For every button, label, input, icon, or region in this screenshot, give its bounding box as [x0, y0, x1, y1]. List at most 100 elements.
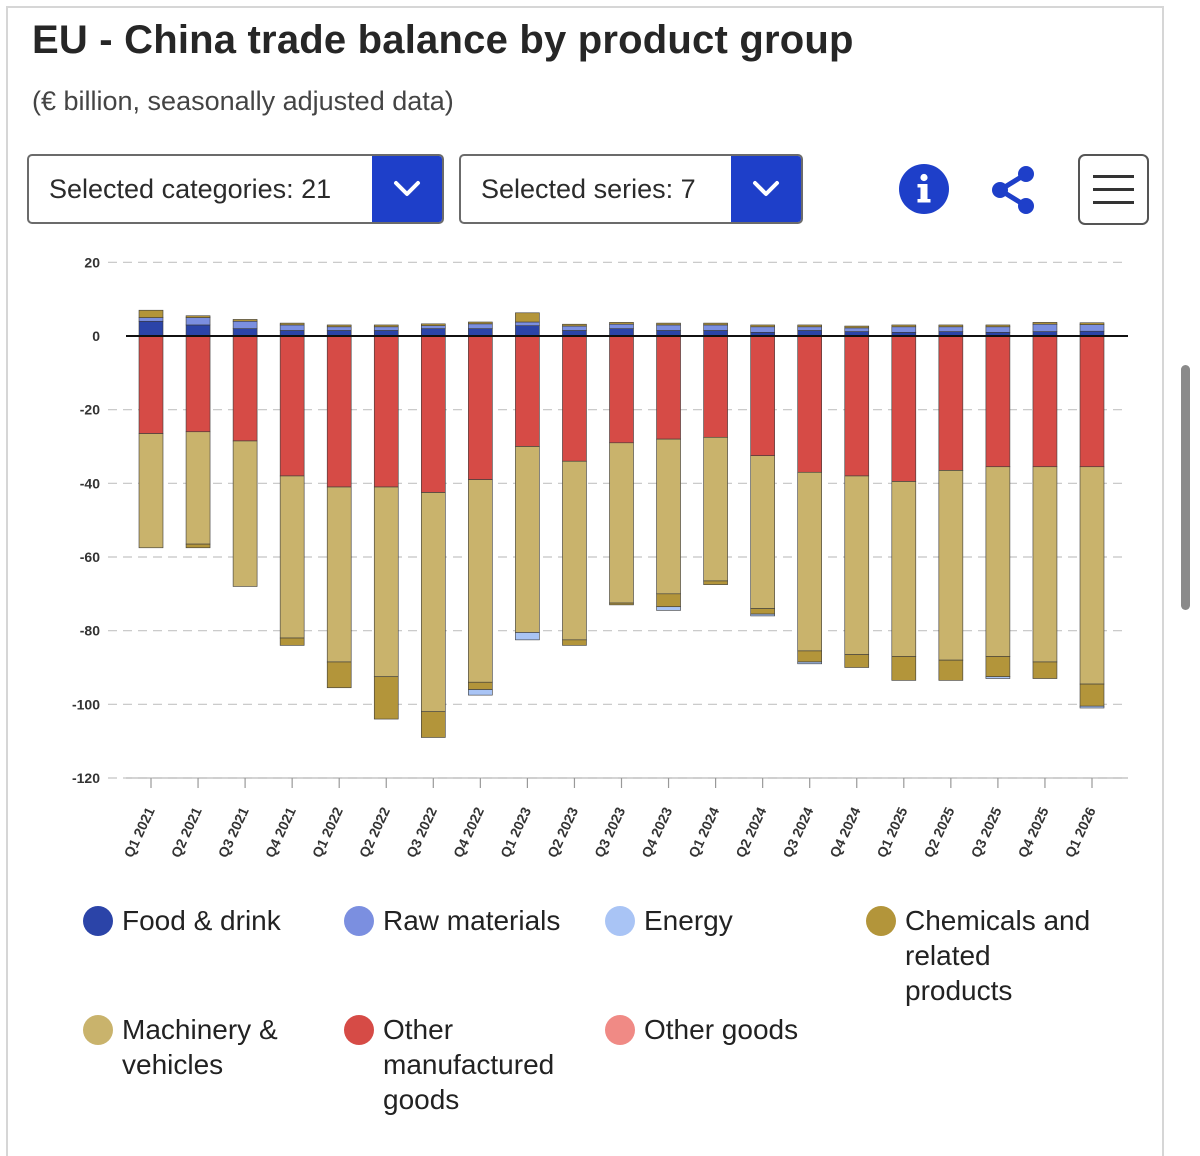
series-dropdown-button[interactable] [731, 156, 801, 222]
categories-select[interactable]: Selected categories: 21 [27, 154, 444, 224]
bar-segment [985, 656, 1011, 678]
bar-segment [750, 608, 775, 615]
bar-segment [1079, 335, 1105, 468]
legend-item[interactable]: Food & drink [83, 905, 352, 938]
categories-dropdown-button[interactable] [372, 156, 442, 222]
bar-segment [1032, 323, 1058, 332]
bar-segment [326, 326, 352, 331]
chart-subtitle: (€ billion, seasonally adjusted data) [32, 86, 454, 116]
bar-segment [326, 324, 352, 328]
y-tick-label: -80 [80, 623, 100, 639]
x-tick-label: Q1 2026 [1062, 804, 1099, 860]
bar-segment [891, 324, 917, 328]
bar-segment [703, 335, 728, 438]
share-button[interactable] [986, 162, 1042, 218]
legend-item[interactable]: Machinery & vehicles [83, 1014, 312, 1082]
categories-select-label: Selected categories: 21 [49, 174, 332, 204]
bar-segment [609, 322, 634, 325]
bar-segment [985, 335, 1011, 468]
bar-segment [562, 460, 587, 641]
bar-segment [279, 637, 305, 646]
legend-item[interactable]: Chemicals and related products [866, 905, 1095, 1008]
y-tick-label: -20 [80, 402, 100, 418]
legend-marker [83, 1015, 113, 1045]
series-select[interactable]: Selected series: 7 [459, 154, 803, 224]
legend-item[interactable]: Other manufactured goods [344, 1014, 573, 1117]
bar-segment [373, 486, 399, 678]
bar-segment [138, 309, 164, 318]
bar-segment [138, 320, 164, 337]
bar-segment [797, 661, 823, 665]
bar-segment [703, 580, 728, 585]
bar-segment [985, 676, 1011, 679]
bar-segment [420, 711, 446, 738]
bar-segment [1079, 683, 1105, 707]
x-tick-label: Q1 2025 [873, 804, 910, 860]
y-tick-label: 20 [84, 254, 100, 270]
bar-segment [420, 335, 446, 493]
bar-segment [138, 335, 164, 434]
bar-segment [373, 324, 399, 328]
bar-segment [703, 322, 728, 326]
legend-label: Other goods [644, 1014, 799, 1045]
legend-label: Food & drink [122, 905, 281, 936]
bar-segment [985, 326, 1011, 333]
bar-segment [138, 317, 164, 322]
bar-segment [138, 433, 164, 549]
bar-segment [891, 656, 917, 681]
chart-title: EU - China trade balance by product grou… [32, 18, 854, 62]
menu-button[interactable] [1078, 154, 1149, 225]
bar-segment [279, 335, 305, 477]
scrollbar[interactable] [1181, 365, 1190, 610]
bar-segment [750, 335, 775, 457]
legend-label: Machinery & vehicles [122, 1014, 278, 1080]
bar-segment [609, 602, 634, 606]
bar-segment [562, 323, 587, 327]
bar-segment [232, 440, 258, 587]
bar-segment [232, 320, 258, 329]
bar-segment [373, 326, 399, 331]
legend-item[interactable]: Raw materials [344, 905, 613, 938]
legend-item[interactable]: Other goods [605, 1014, 874, 1047]
bar-segment [1032, 335, 1058, 468]
bar-segment [609, 335, 634, 444]
bar-segment [844, 335, 870, 477]
bar-segment [797, 335, 823, 473]
bar-segment [1032, 661, 1058, 679]
bar-segment [985, 324, 1011, 328]
x-tick-label: Q1 2022 [309, 804, 346, 860]
bar-segment [703, 324, 728, 331]
bar-segment [891, 335, 917, 482]
bar-segment [703, 436, 728, 582]
chart-container [6, 6, 1164, 1156]
info-button[interactable] [898, 163, 950, 215]
legend-marker [605, 906, 635, 936]
x-tick-label: Q4 2021 [262, 804, 299, 860]
bar-segment [326, 486, 352, 663]
bar-segment [468, 479, 493, 683]
bar-segment [420, 328, 446, 337]
bar-segment [185, 315, 211, 318]
bar-segment [656, 324, 681, 331]
bar-segment [468, 681, 493, 690]
x-tick-label: Q2 2022 [356, 804, 393, 860]
x-tick-label: Q2 2021 [168, 804, 205, 860]
bar-segment [515, 325, 540, 337]
legend-label: Raw materials [383, 905, 561, 936]
bar-segment [420, 323, 446, 326]
bar-segment [515, 446, 540, 633]
x-tick-label: Q3 2024 [779, 804, 816, 860]
legend-item[interactable]: Energy [605, 905, 874, 938]
bar-segment [844, 654, 870, 668]
bar-segment [985, 466, 1011, 657]
bar-segment [656, 322, 681, 326]
x-tick-label: Q3 2022 [403, 804, 440, 860]
bar-segment [797, 650, 823, 663]
bar-segment [844, 327, 870, 332]
legend-label: Energy [644, 905, 733, 936]
bar-segment [185, 543, 211, 549]
series-select-label: Selected series: 7 [481, 174, 696, 204]
bar-segment [515, 632, 540, 641]
bar-segment [562, 639, 587, 646]
bar-segment [609, 442, 634, 604]
